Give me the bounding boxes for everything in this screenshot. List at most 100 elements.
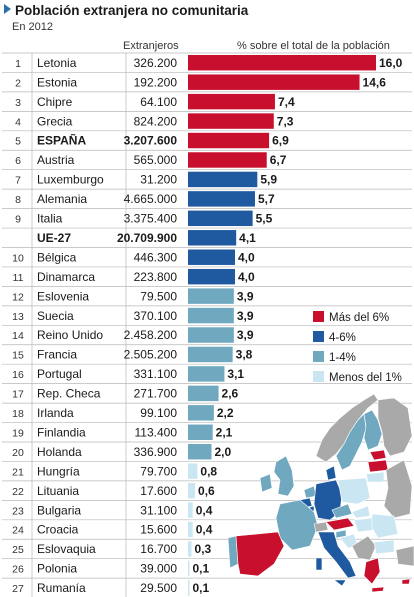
legend-label: 4-6% (329, 332, 356, 344)
map-finland (363, 409, 383, 451)
bar-value-label: 7,4 (278, 95, 295, 109)
bar (188, 521, 193, 538)
bar (188, 249, 235, 265)
bar-value-label: 6,9 (272, 134, 289, 148)
bar-value-label: 5,5 (256, 212, 273, 226)
row-rank: 26 (12, 564, 24, 576)
bar-value-label: 4,0 (238, 270, 255, 284)
map-austria (325, 517, 355, 531)
row-rank: 22 (12, 486, 24, 498)
row-foreigners: 565.000 (134, 153, 178, 167)
row-foreigners: 326.200 (134, 56, 178, 70)
bar-value-label: 4,0 (238, 250, 255, 264)
legend-item: 4-6% (313, 331, 402, 351)
map-sardinia (315, 557, 323, 571)
bar-value-label: 0,1 (193, 581, 210, 595)
row-country: Finlandia (37, 425, 86, 439)
row-rank: 9 (15, 214, 21, 226)
row-country: Austria (37, 153, 75, 167)
legend-swatch (313, 331, 324, 342)
map-bulgaria (373, 539, 395, 555)
bar-value-label: 0,4 (196, 523, 213, 537)
row-rank: 7 (15, 175, 21, 187)
row-rank: 17 (12, 389, 24, 401)
row-country: Lituania (37, 484, 79, 498)
map-spain (235, 531, 285, 577)
bar-value-label: 0,3 (195, 542, 212, 556)
column-header-porcentaje: % sobre el total de la población (237, 40, 390, 52)
row-rank: 1 (15, 58, 21, 70)
row-foreigners: 331.100 (134, 367, 178, 381)
bar-value-label: 2,2 (217, 406, 234, 420)
row-rank: 12 (12, 291, 24, 303)
row-rank: 16 (12, 369, 24, 381)
row-rank: 10 (12, 252, 24, 264)
bar-value-label: 2,0 (215, 445, 232, 459)
bar (188, 580, 190, 596)
row-foreigners: 79.500 (140, 289, 177, 303)
bar (188, 288, 234, 304)
bar (188, 74, 360, 90)
row-foreigners: 3.207.600 (124, 134, 178, 148)
row-country: Suecia (37, 309, 74, 323)
legend-item: Menos del 1% (313, 371, 402, 391)
legend-label: Más del 6% (329, 312, 390, 324)
row-country: Rep. Checa (37, 387, 101, 401)
bar-value-label: 0,1 (193, 562, 210, 576)
map-uk (273, 455, 295, 497)
row-foreigners: 99.100 (140, 406, 177, 420)
map-switzerland (313, 521, 329, 533)
bar (188, 560, 190, 577)
row-rank: 13 (12, 311, 24, 323)
row-country: Irlanda (37, 406, 74, 420)
row-foreigners: 15.600 (140, 523, 177, 537)
row-country: Portugal (37, 367, 82, 381)
map-russia (377, 397, 413, 457)
row-rank: 25 (12, 544, 24, 556)
bar (188, 113, 274, 129)
row-rank: 6 (15, 155, 21, 167)
bar (188, 502, 193, 518)
row-foreigners: 271.700 (134, 387, 178, 401)
row-foreigners: 3.375.400 (124, 212, 178, 226)
map-greece (363, 557, 381, 585)
row-foreigners: 4.665.000 (124, 192, 178, 206)
row-foreigners: 16.700 (140, 542, 177, 556)
map-latvia (367, 459, 389, 473)
chart-title: Población extranjera no comunitaria (4, 3, 248, 18)
legend-label: Menos del 1% (329, 372, 402, 384)
row-foreigners: 824.200 (134, 114, 178, 128)
bar-value-label: 2,1 (216, 425, 233, 439)
bar (188, 268, 235, 285)
bar-value-label: 3,9 (237, 289, 254, 303)
bar-value-label: 3,1 (227, 367, 244, 381)
row-foreigners: 79.700 (140, 464, 177, 478)
row-rank: 8 (15, 194, 21, 206)
bar (188, 541, 192, 557)
bar (188, 191, 255, 207)
row-foreigners: 370.100 (134, 309, 178, 323)
row-foreigners: 2.505.200 (124, 348, 178, 362)
row-country: Grecia (37, 114, 73, 128)
bar-value-label: 3,9 (237, 309, 254, 323)
bar (188, 132, 270, 149)
bar-value-label: 7,3 (277, 114, 294, 128)
row-country: Holanda (37, 445, 82, 459)
map-france (275, 499, 319, 551)
row-country: Polonia (37, 562, 77, 576)
legend-item: 1-4% (313, 351, 402, 371)
bar (188, 482, 196, 499)
row-foreigners: 336.900 (134, 445, 178, 459)
row-country: Reino Unido (37, 328, 103, 342)
legend: Más del 6% 4-6% 1-4% Menos del 1% (313, 311, 402, 391)
map-denmark (325, 465, 337, 481)
bar (188, 385, 219, 402)
map-cyprus (401, 578, 411, 585)
bar (188, 93, 275, 110)
legend-item: Más del 6% (313, 311, 402, 331)
map-east (383, 459, 413, 519)
map-romania (371, 513, 399, 539)
map-poland (337, 477, 371, 505)
row-country: Hungría (37, 464, 80, 478)
row-country: Francia (37, 348, 77, 362)
